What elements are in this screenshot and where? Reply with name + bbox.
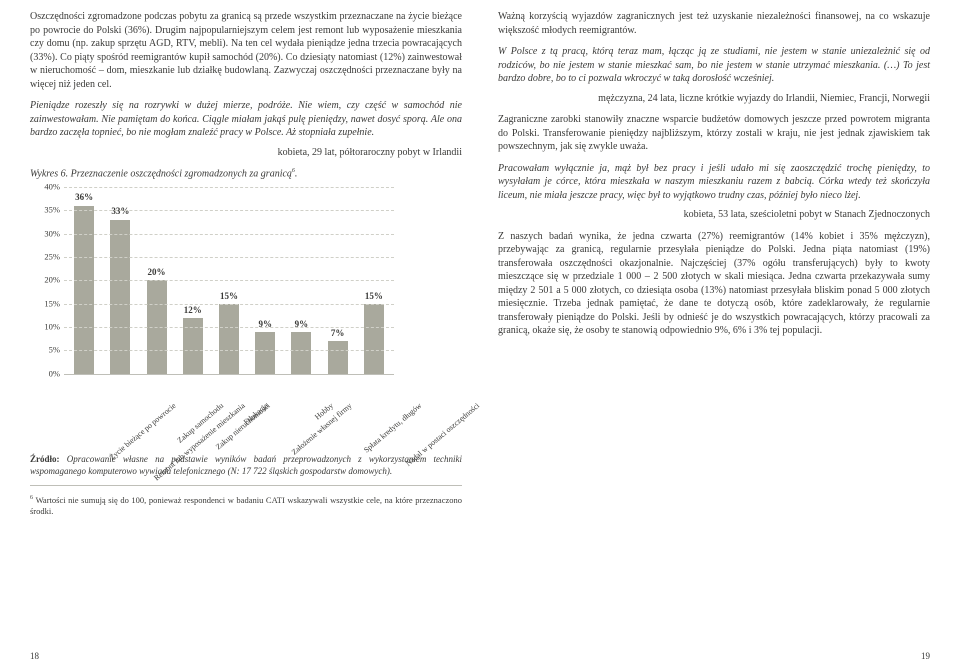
- bar-value-label: 36%: [75, 191, 93, 203]
- bar-value-label: 7%: [331, 327, 345, 339]
- y-tick: 10%: [34, 321, 60, 332]
- bar: [219, 304, 239, 374]
- right-attr-2: kobieta, 53 lata, sześcioletni pobyt w S…: [498, 208, 930, 222]
- bar-value-label: 15%: [365, 290, 383, 302]
- y-tick: 35%: [34, 204, 60, 215]
- bar-value-label: 20%: [148, 266, 166, 278]
- right-quote-2: Pracowałam wyłącznie ja, mąż był bez pra…: [498, 162, 930, 203]
- bar: [74, 206, 94, 374]
- y-tick: 40%: [34, 181, 60, 192]
- right-paragraph-2: Zagraniczne zarobki stanowiły znaczne ws…: [498, 113, 930, 154]
- right-attr-1: mężczyzna, 24 lata, liczne krótkie wyjaz…: [498, 92, 930, 106]
- bar: [255, 332, 275, 374]
- y-tick: 20%: [34, 275, 60, 286]
- chart-source: Źródło: Opracowanie własne na podstawie …: [30, 453, 462, 477]
- left-paragraph-1: Oszczędności zgromadzone podczas pobytu …: [30, 10, 462, 91]
- y-tick: 15%: [34, 298, 60, 309]
- page-number-right: 19: [921, 650, 930, 662]
- left-attr-1: kobieta, 29 lat, półtoraroczny pobyt w I…: [30, 146, 462, 160]
- footnote-divider: [30, 485, 462, 486]
- right-paragraph-1: Ważną korzyścią wyjazdów zagranicznych j…: [498, 10, 930, 37]
- right-column: Ważną korzyścią wyjazdów zagranicznych j…: [492, 10, 930, 670]
- page-number-left: 18: [30, 650, 39, 662]
- y-tick: 30%: [34, 228, 60, 239]
- bar-value-label: 33%: [111, 205, 129, 217]
- left-column: Oszczędności zgromadzone podczas pobytu …: [30, 10, 468, 670]
- bar-value-label: 15%: [220, 290, 238, 302]
- chart: 36%33%20%12%15%9%9%7%15% 0%5%10%15%20%25…: [30, 187, 462, 397]
- chart-title: Wykres 6. Przeznaczenie oszczędności zgr…: [30, 167, 462, 181]
- left-quote-1: Pieniądze rozeszły się na rozrywki w duż…: [30, 99, 462, 140]
- y-tick: 0%: [34, 368, 60, 379]
- bar: [364, 304, 384, 374]
- right-quote-1: W Polsce z tą pracą, którą teraz mam, łą…: [498, 45, 930, 86]
- y-tick: 5%: [34, 345, 60, 356]
- bar: [328, 341, 348, 374]
- footnote: 6 Wartości nie sumują się do 100, poniew…: [30, 494, 462, 518]
- x-tick-label: Spłata kredytu, długów: [362, 401, 424, 456]
- bar: [291, 332, 311, 374]
- bar-value-label: 12%: [184, 304, 202, 316]
- y-tick: 25%: [34, 251, 60, 262]
- right-paragraph-3: Z naszych badań wynika, że jedna czwarta…: [498, 230, 930, 338]
